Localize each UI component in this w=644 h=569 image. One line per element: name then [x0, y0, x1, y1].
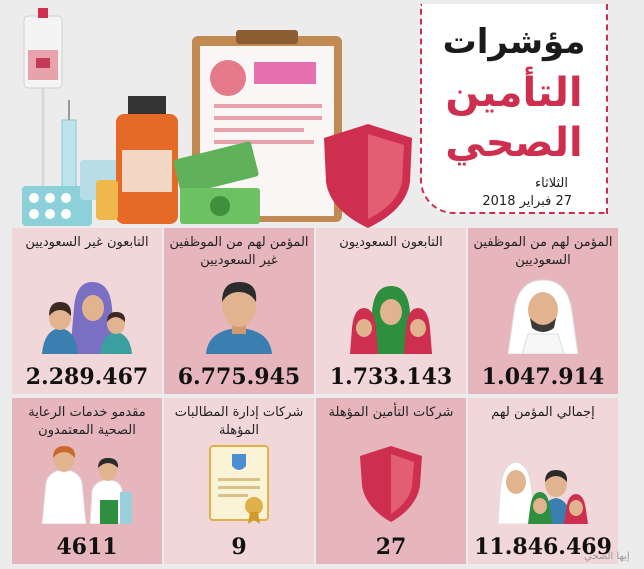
indicator-card: شركات إدارة المطالبات المؤهلة 9 [164, 398, 314, 564]
indicator-value: 9 [231, 534, 247, 560]
watermark: إيها الصحي [584, 551, 630, 562]
indicator-value: 1.047.914 [481, 364, 605, 390]
indicator-label: شركات إدارة المطالبات المؤهلة [174, 405, 304, 438]
indicator-value: 11.846.469 [474, 534, 612, 560]
shield-icon [360, 446, 422, 522]
indicator-value: 6.775.945 [177, 364, 301, 390]
indicator-label: التابعون السعوديون [339, 235, 443, 250]
certificate-icon [209, 445, 269, 524]
day-label: الثلاثاء [535, 176, 568, 191]
non-saudi-family-icon [42, 282, 132, 354]
indicator-value: 2.289.467 [25, 364, 149, 390]
medicine-bottle-icon [96, 96, 178, 224]
indicator-card: المؤمن لهم من الموظفين السعوديين 1.047.9… [468, 228, 618, 394]
indicator-label: مقدمو خدمات الرعاية الصحية المعتمدون [28, 405, 146, 438]
saudi-family-icon [350, 286, 432, 354]
indicator-label: إجمالي المؤمن لهم [491, 405, 595, 420]
indicator-label: المؤمن لهم من الموظفين غير السعوديين [169, 235, 309, 268]
indicator-card: التابعون السعوديون 1.733.143 [316, 228, 466, 394]
indicators-grid: المؤمن لهم من الموظفين السعوديين 1.047.9… [12, 228, 630, 569]
indicator-card: التابعون غير السعوديين 2.289.467 [12, 228, 162, 394]
indicator-label: شركات التأمين المؤهلة [328, 405, 454, 420]
man-icon [206, 282, 272, 354]
indicator-card: إجمالي المؤمن لهم 11.846.469 [468, 398, 618, 564]
iv-bag-icon [23, 8, 63, 210]
indicator-card: المؤمن لهم من الموظفين غير السعوديين 6.7… [164, 228, 314, 394]
doctors-icon [41, 446, 132, 524]
title-card: مؤشرات التأمين الصحي الثلاثاء 27 فبراير … [420, 4, 608, 214]
title-line-1: مؤشرات [442, 22, 586, 62]
title-line-2: التأمين [445, 70, 583, 116]
saudi-man-icon [507, 279, 579, 354]
medical-illustration [22, 8, 412, 228]
indicator-card: شركات التأمين المؤهلة 27 [316, 398, 466, 564]
money-icon [173, 141, 260, 224]
title-line-3: الصحي [445, 120, 583, 166]
indicator-card: مقدمو خدمات الرعاية الصحية المعتمدون 461… [12, 398, 162, 564]
shield-large-icon [324, 124, 412, 228]
date-label: 27 فبراير 2018 [482, 194, 572, 209]
indicator-value: 27 [375, 534, 407, 560]
indicator-label: المؤمن لهم من الموظفين السعوديين [473, 235, 613, 268]
group-icon [497, 461, 588, 524]
indicator-value: 1.733.143 [329, 364, 453, 390]
indicator-label: التابعون غير السعوديين [25, 235, 149, 250]
indicator-value: 4611 [56, 534, 118, 560]
